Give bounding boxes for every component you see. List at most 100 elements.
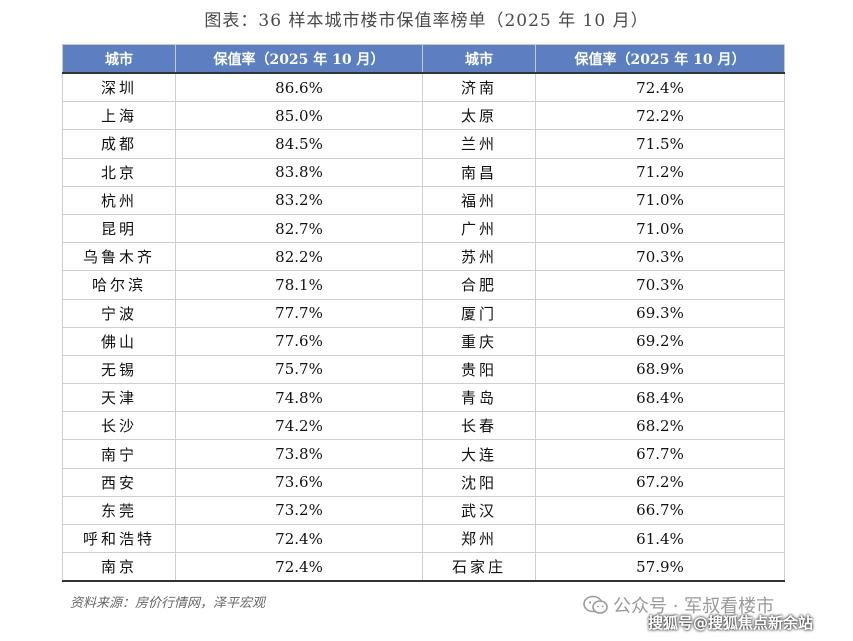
wechat-icon: [583, 595, 608, 614]
rate-cell: 69.2%: [535, 326, 785, 356]
city-cell: 石家庄: [422, 552, 536, 583]
table-row: 深圳 86.6% 济南 72.4%: [62, 72, 785, 103]
city-cell: 济南: [422, 72, 536, 103]
rate-cell: 75.7%: [175, 354, 423, 385]
city-cell: 重庆: [422, 326, 536, 356]
city-cell: 武汉: [422, 495, 536, 526]
city-cell: 苏州: [422, 242, 536, 272]
city-cell: 东莞: [62, 495, 176, 526]
city-cell: 南宁: [62, 439, 176, 469]
rate-cell: 72.2%: [535, 101, 785, 131]
rate-cell: 68.4%: [535, 383, 785, 413]
table-row: 东莞 73.2% 武汉 66.7%: [62, 495, 785, 526]
rate-cell: 74.8%: [175, 383, 423, 413]
city-cell: 沈阳: [422, 467, 536, 497]
table-row: 呼和浩特 72.4% 郑州 61.4%: [62, 523, 785, 554]
header-city: 城市: [62, 44, 176, 74]
city-cell: 成都: [62, 129, 176, 159]
rate-cell: 77.6%: [175, 326, 423, 356]
table-row: 天津 74.8% 青岛 68.4%: [62, 383, 785, 413]
rate-cell: 83.8%: [175, 157, 423, 187]
rate-cell: 77.7%: [175, 298, 423, 328]
wechat-watermark: 公众号 · 军叔看楼市: [583, 592, 774, 618]
rate-cell: 61.4%: [535, 523, 785, 554]
header-rate: 保值率（2025 年 10 月）: [175, 44, 423, 74]
city-cell: 合肥: [422, 270, 536, 300]
rate-cell: 73.6%: [175, 467, 423, 497]
city-cell: 深圳: [62, 72, 176, 103]
rate-cell: 72.4%: [175, 523, 423, 554]
city-cell: 昆明: [62, 213, 176, 244]
rate-cell: 71.0%: [535, 213, 785, 244]
source-note: 资料来源：房价行情网，泽平宏观: [70, 596, 266, 611]
table-row: 无锡 75.7% 贵阳 68.9%: [62, 354, 785, 385]
wechat-watermark-text: 公众号 · 军叔看楼市: [613, 596, 775, 617]
rate-cell: 74.2%: [175, 411, 423, 441]
city-cell: 青岛: [422, 383, 536, 413]
rate-cell: 84.5%: [175, 129, 423, 159]
header-city-2: 城市: [422, 44, 536, 74]
rate-cell: 70.3%: [535, 270, 785, 300]
city-cell: 北京: [62, 157, 176, 187]
rate-cell: 67.7%: [535, 439, 785, 469]
rate-cell: 86.6%: [175, 72, 423, 103]
page-title: 图表：36 样本城市楼市保值率榜单（2025 年 10 月）: [204, 11, 649, 31]
city-cell: 宁波: [62, 298, 176, 328]
rate-cell: 67.2%: [535, 467, 785, 497]
table-row: 佛山 77.6% 重庆 69.2%: [62, 326, 785, 356]
rate-cell: 69.3%: [535, 298, 785, 328]
city-cell: 长沙: [62, 411, 176, 441]
table-header-row: 城市 保值率（2025 年 10 月） 城市 保值率（2025 年 10 月）: [62, 44, 785, 74]
rate-cell: 71.2%: [535, 157, 785, 187]
rate-cell: 82.7%: [175, 213, 423, 244]
rate-cell: 78.1%: [175, 270, 423, 300]
city-cell: 长春: [422, 411, 536, 441]
rate-cell: 71.0%: [535, 185, 785, 215]
rate-cell: 66.7%: [535, 495, 785, 526]
table-row: 哈尔滨 78.1% 合肥 70.3%: [62, 270, 785, 300]
rate-cell: 73.8%: [175, 439, 423, 469]
city-cell: 厦门: [422, 298, 536, 328]
rate-cell: 71.5%: [535, 129, 785, 159]
city-cell: 杭州: [62, 185, 176, 215]
table-row: 北京 83.8% 南昌 71.2%: [62, 157, 785, 187]
city-cell: 大连: [422, 439, 536, 469]
table-row: 长沙 74.2% 长春 68.2%: [62, 411, 785, 441]
city-cell: 广州: [422, 213, 536, 244]
rate-cell: 70.3%: [535, 242, 785, 272]
city-cell: 哈尔滨: [62, 270, 176, 300]
city-cell: 乌鲁木齐: [62, 242, 176, 272]
rate-cell: 73.2%: [175, 495, 423, 526]
rate-cell: 85.0%: [175, 101, 423, 131]
city-cell: 福州: [422, 185, 536, 215]
city-cell: 呼和浩特: [62, 523, 176, 554]
city-cell: 西安: [62, 467, 176, 497]
city-cell: 南京: [62, 552, 176, 583]
table-row: 昆明 82.7% 广州 71.0%: [62, 213, 785, 244]
ranking-table: 城市 保值率（2025 年 10 月） 城市 保值率（2025 年 10 月） …: [62, 44, 785, 583]
city-cell: 上海: [62, 101, 176, 131]
city-cell: 郑州: [422, 523, 536, 554]
table-row: 上海 85.0% 太原 72.2%: [62, 101, 785, 131]
table-row: 成都 84.5% 兰州 71.5%: [62, 129, 785, 159]
city-cell: 贵阳: [422, 354, 536, 385]
city-cell: 兰州: [422, 129, 536, 159]
sohu-watermark: 搜狐号@搜狐焦点新余站: [648, 614, 814, 632]
rate-cell: 57.9%: [535, 552, 785, 583]
table-row: 杭州 83.2% 福州 71.0%: [62, 185, 785, 215]
city-cell: 无锡: [62, 354, 176, 385]
city-cell: 太原: [422, 101, 536, 131]
table-row: 南京 72.4% 石家庄 57.9%: [62, 552, 785, 583]
rate-cell: 68.9%: [535, 354, 785, 385]
rate-cell: 83.2%: [175, 185, 423, 215]
table-row: 南宁 73.8% 大连 67.7%: [62, 439, 785, 469]
rate-cell: 72.4%: [535, 72, 785, 103]
city-cell: 佛山: [62, 326, 176, 356]
city-cell: 南昌: [422, 157, 536, 187]
rate-cell: 72.4%: [175, 552, 423, 583]
city-cell: 天津: [62, 383, 176, 413]
rate-cell: 68.2%: [535, 411, 785, 441]
table-row: 西安 73.6% 沈阳 67.2%: [62, 467, 785, 497]
table-row: 乌鲁木齐 82.2% 苏州 70.3%: [62, 242, 785, 272]
table-row: 宁波 77.7% 厦门 69.3%: [62, 298, 785, 328]
